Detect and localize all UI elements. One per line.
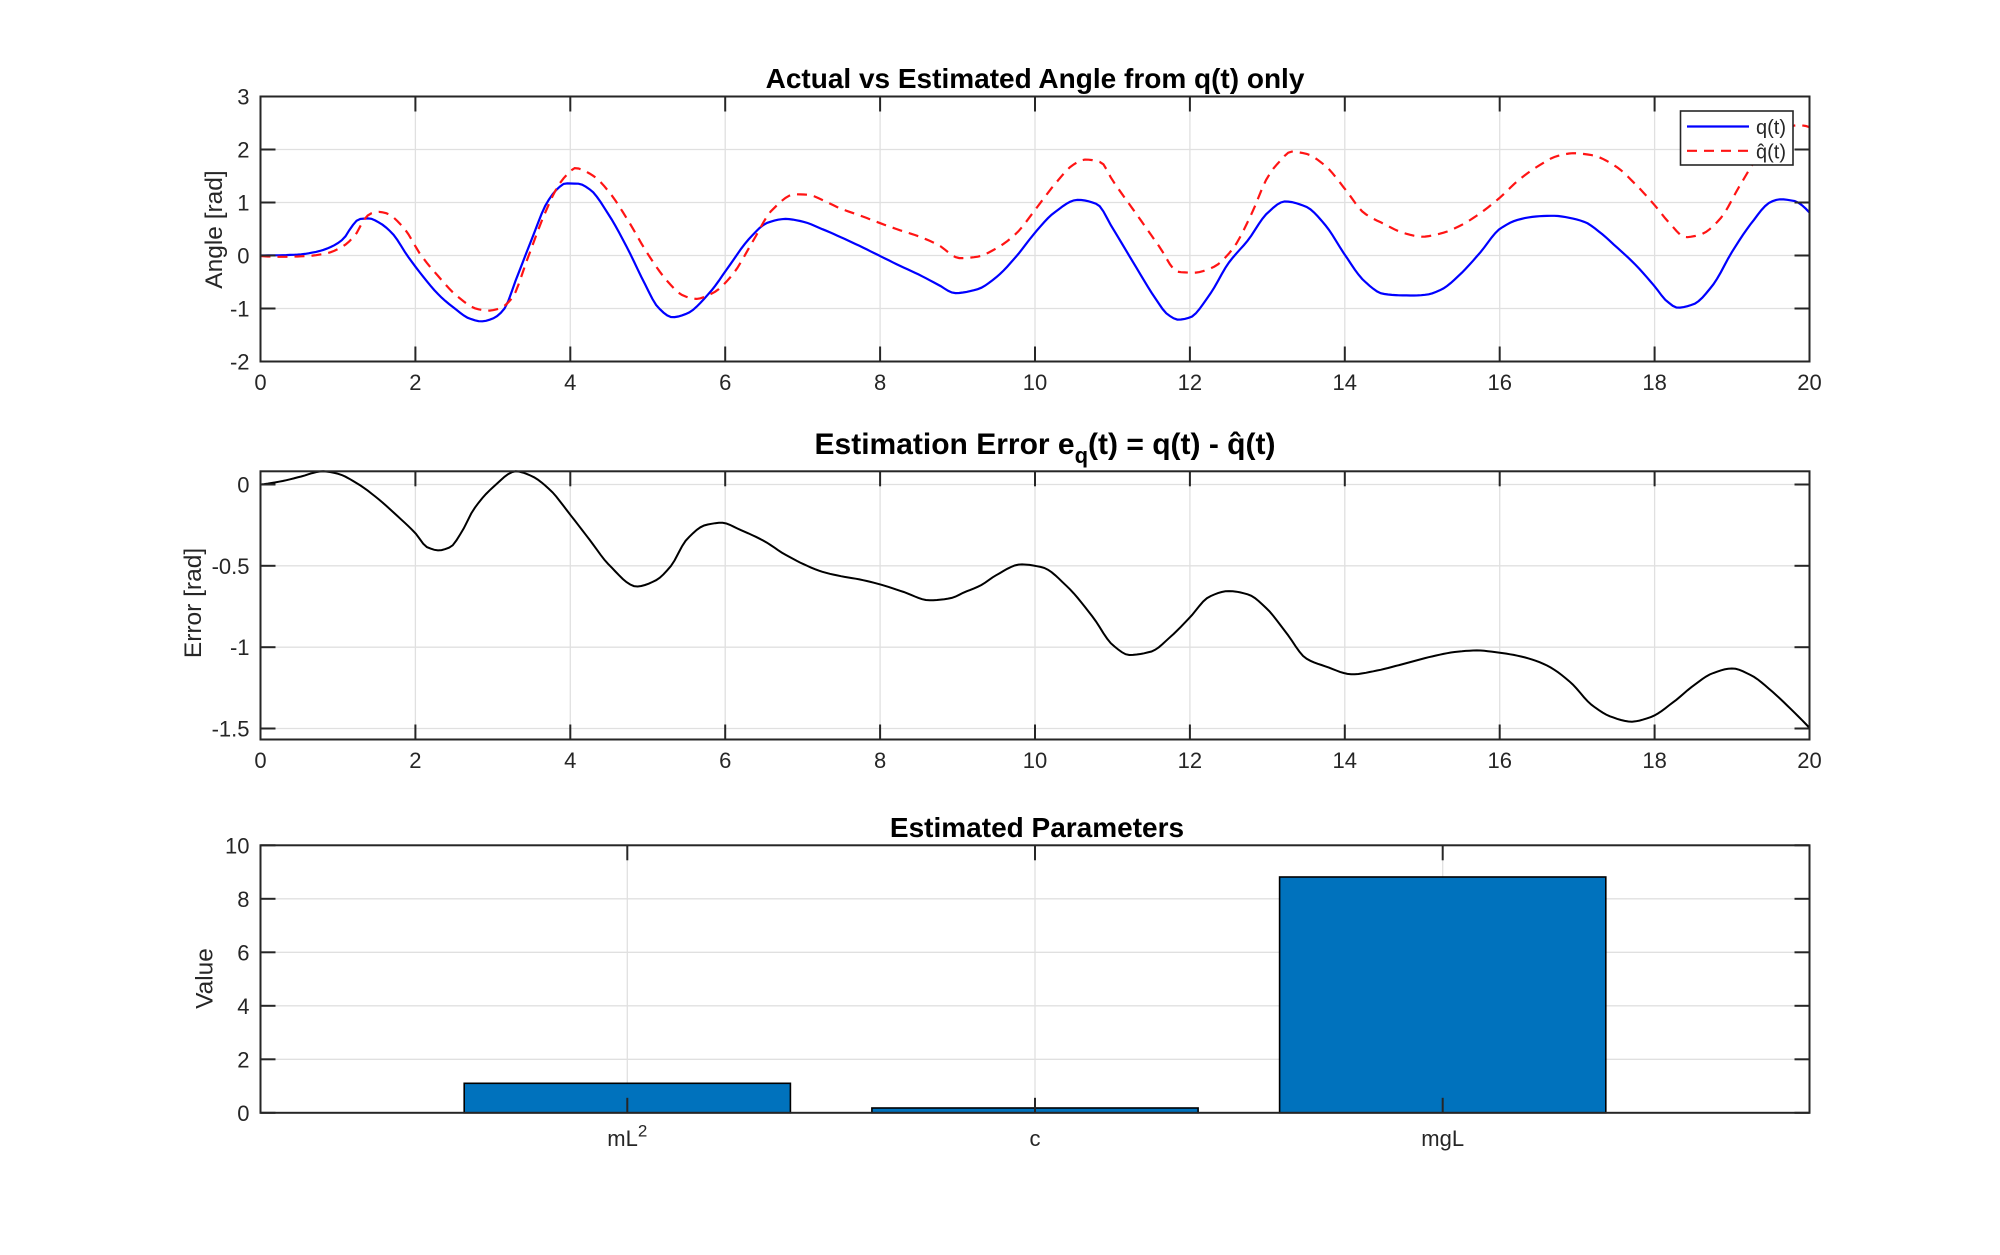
svg-text:q(t): q(t)	[1756, 117, 1786, 139]
svg-text:4: 4	[237, 994, 249, 1019]
svg-text:6: 6	[719, 370, 731, 395]
svg-text:-0.5: -0.5	[212, 554, 250, 579]
svg-text:q̂(t): q̂(t)	[1756, 142, 1786, 164]
svg-text:-1: -1	[230, 297, 250, 322]
svg-text:0: 0	[237, 244, 249, 269]
svg-text:Value: Value	[192, 948, 219, 1009]
svg-text:8: 8	[874, 748, 886, 773]
svg-text:c: c	[1030, 1126, 1041, 1151]
svg-text:6: 6	[237, 940, 249, 965]
svg-text:3: 3	[237, 85, 249, 110]
svg-text:2: 2	[409, 370, 421, 395]
svg-text:-2: -2	[230, 350, 250, 375]
svg-text:0: 0	[254, 748, 266, 773]
svg-text:20: 20	[1797, 748, 1821, 773]
svg-text:14: 14	[1333, 748, 1357, 773]
svg-text:2: 2	[237, 1047, 249, 1072]
svg-text:4: 4	[564, 370, 576, 395]
svg-text:0: 0	[254, 370, 266, 395]
svg-text:-1: -1	[230, 635, 250, 660]
svg-text:Estimated Parameters: Estimated Parameters	[890, 812, 1184, 843]
svg-text:2: 2	[409, 748, 421, 773]
svg-text:0: 0	[237, 473, 249, 498]
svg-text:Actual vs Estimated Angle from: Actual vs Estimated Angle from q(t) only	[766, 63, 1305, 94]
svg-text:18: 18	[1642, 748, 1666, 773]
svg-text:2: 2	[237, 138, 249, 163]
svg-text:6: 6	[719, 748, 731, 773]
svg-text:0: 0	[237, 1101, 249, 1126]
svg-text:1: 1	[237, 191, 249, 216]
svg-text:-1.5: -1.5	[212, 717, 250, 742]
svg-text:Error [rad]: Error [rad]	[180, 548, 207, 658]
svg-text:Angle [rad]: Angle [rad]	[201, 170, 228, 289]
svg-text:8: 8	[237, 887, 249, 912]
svg-text:16: 16	[1487, 370, 1511, 395]
svg-text:12: 12	[1178, 748, 1202, 773]
svg-text:20: 20	[1797, 370, 1821, 395]
svg-text:10: 10	[1023, 748, 1047, 773]
svg-text:18: 18	[1642, 370, 1666, 395]
svg-text:10: 10	[1023, 370, 1047, 395]
svg-text:4: 4	[564, 748, 576, 773]
svg-text:mgL: mgL	[1421, 1126, 1464, 1151]
svg-text:8: 8	[874, 370, 886, 395]
svg-text:16: 16	[1487, 748, 1511, 773]
svg-text:14: 14	[1333, 370, 1357, 395]
svg-text:10: 10	[225, 833, 249, 858]
svg-text:12: 12	[1178, 370, 1202, 395]
